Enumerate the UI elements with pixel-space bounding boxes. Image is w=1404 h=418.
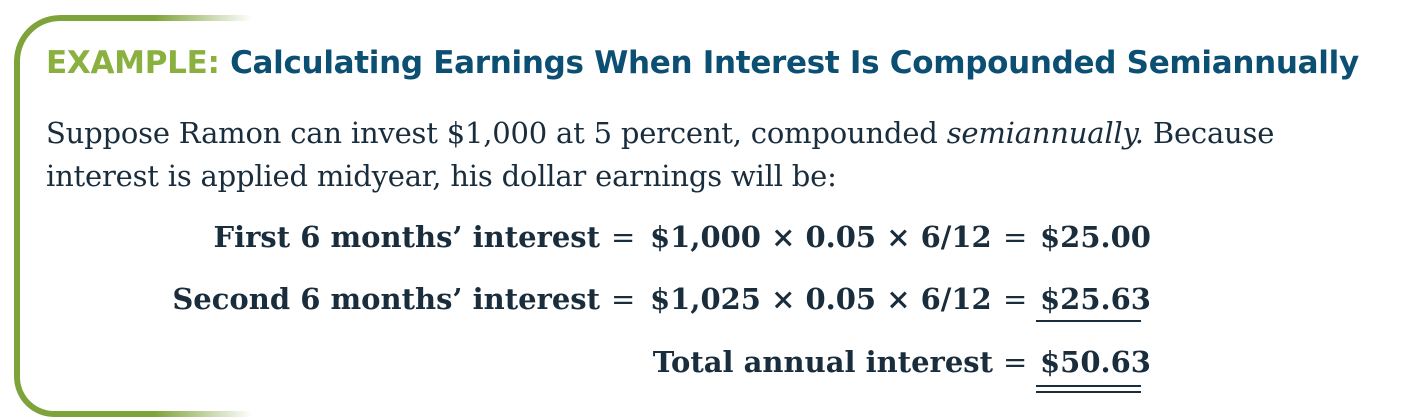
calc-row-label: Second 6 months’ interest <box>172 282 600 316</box>
intro-paragraph: Suppose Ramon can invest $1,000 at 5 per… <box>46 112 1346 198</box>
calc-expression: $1,000 × 0.05 × 6/12 <box>650 220 992 254</box>
example-heading: EXAMPLE: Calculating Earnings When Inter… <box>46 48 1359 79</box>
calc-total-result: $50.63 <box>1040 345 1151 379</box>
total-double-underline-top <box>1036 385 1141 387</box>
example-label: EXAMPLE: <box>46 45 220 81</box>
example-box-frame <box>14 15 714 417</box>
subtotal-underline <box>1036 320 1141 322</box>
equals-sign: = <box>1003 220 1028 254</box>
calc-expression: $1,025 × 0.05 × 6/12 <box>650 282 992 316</box>
calc-row-label: First 6 months’ interest <box>213 220 601 254</box>
calc-result: $25.00 <box>1040 220 1151 254</box>
intro-text-part1: Suppose Ramon can invest $1,000 at 5 per… <box>46 116 947 150</box>
example-title: Calculating Earnings When Interest Is Co… <box>230 45 1359 81</box>
calc-result: $25.63 <box>1040 282 1151 316</box>
equals-sign: = <box>611 220 636 254</box>
intro-text-part2: Because interest is applied midyear, his… <box>46 116 1275 193</box>
calc-row-label: Total annual interest <box>652 345 993 379</box>
equals-sign: = <box>611 282 636 316</box>
total-double-underline-bottom <box>1036 391 1141 393</box>
equals-sign: = <box>1003 282 1028 316</box>
equals-sign: = <box>1003 345 1028 379</box>
intro-emphasis: semiannually. <box>946 116 1144 150</box>
